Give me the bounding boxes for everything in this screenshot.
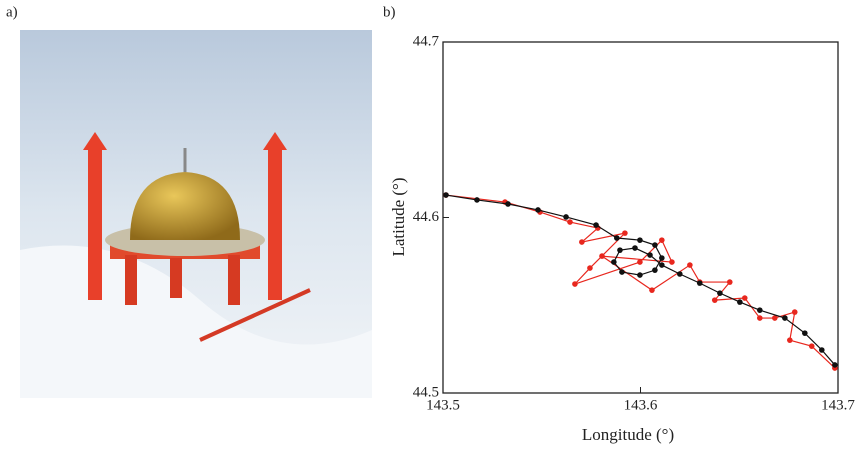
x-tick-label: 143.5 bbox=[426, 397, 460, 413]
track-point bbox=[687, 262, 693, 268]
track-point bbox=[677, 271, 683, 277]
track-point bbox=[802, 330, 808, 336]
track-point bbox=[587, 265, 593, 271]
track-line bbox=[445, 194, 836, 366]
y-axis-label: Latitude (°) bbox=[389, 177, 408, 256]
panel-label: a) bbox=[6, 4, 18, 20]
track-point bbox=[659, 262, 665, 268]
y-tick-label: 44.5 bbox=[413, 384, 439, 400]
track-point bbox=[637, 272, 643, 278]
track-point bbox=[632, 245, 638, 251]
x-tick-label: 143.6 bbox=[624, 397, 658, 413]
track-point bbox=[579, 239, 585, 245]
track-point bbox=[787, 337, 793, 343]
track-point bbox=[614, 235, 620, 241]
track-point bbox=[819, 347, 825, 353]
track-point bbox=[647, 252, 653, 258]
track-point bbox=[637, 237, 643, 243]
track-point bbox=[652, 267, 658, 273]
track-point bbox=[505, 201, 511, 207]
track-point bbox=[659, 237, 665, 243]
track-line bbox=[445, 194, 836, 369]
track-point bbox=[696, 280, 703, 286]
track-point bbox=[593, 222, 599, 228]
track-point bbox=[782, 315, 788, 321]
track-point bbox=[611, 259, 617, 265]
track-point bbox=[649, 287, 655, 293]
track-point bbox=[659, 255, 665, 261]
panel-label: b) bbox=[383, 4, 396, 20]
track-point bbox=[791, 309, 798, 315]
x-axis-label: Longitude (°) bbox=[582, 425, 674, 444]
track-point bbox=[599, 253, 605, 259]
track-point bbox=[832, 362, 838, 368]
track-point bbox=[572, 281, 578, 287]
track-point bbox=[711, 297, 718, 303]
track-point bbox=[756, 315, 763, 321]
photo bbox=[20, 30, 372, 398]
track-point bbox=[772, 315, 778, 321]
track-point bbox=[535, 207, 541, 213]
track-point bbox=[756, 307, 763, 313]
plot-frame bbox=[442, 41, 839, 394]
track-point bbox=[563, 214, 569, 220]
y-tick-label: 44.6 bbox=[413, 209, 440, 225]
y-tick-label: 44.7 bbox=[413, 33, 440, 49]
track-point bbox=[619, 269, 625, 275]
track-point bbox=[474, 197, 480, 203]
track-point bbox=[652, 242, 658, 248]
track-point bbox=[637, 259, 643, 265]
x-tick-label: 143.7 bbox=[821, 397, 855, 413]
track-point bbox=[737, 299, 743, 305]
track-point bbox=[567, 219, 573, 225]
track-point bbox=[726, 279, 733, 285]
track-point bbox=[622, 230, 628, 236]
track-point bbox=[808, 343, 815, 349]
track-point bbox=[443, 192, 449, 198]
track-point bbox=[717, 290, 723, 296]
track-point bbox=[669, 259, 675, 265]
track-point bbox=[617, 247, 623, 253]
track-point bbox=[741, 295, 748, 301]
